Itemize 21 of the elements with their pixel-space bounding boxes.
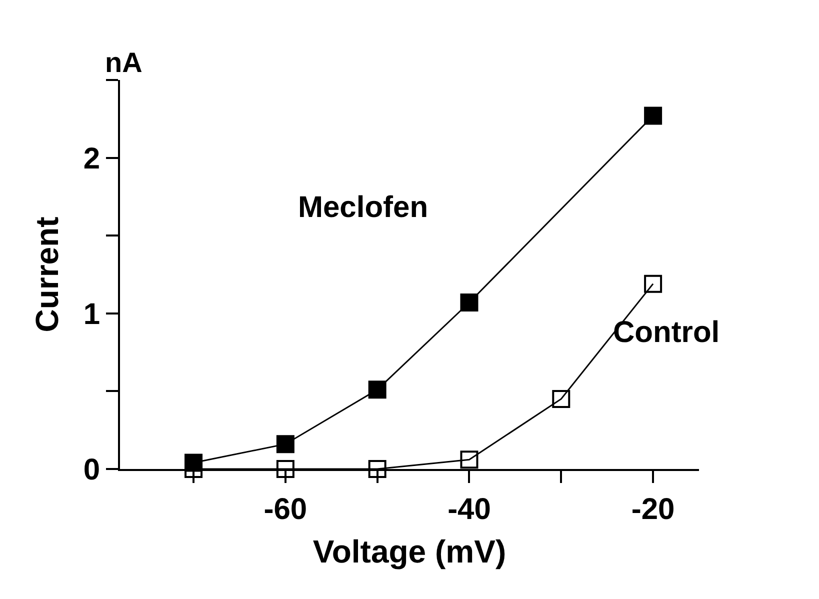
x-tick-label: -40 — [448, 493, 491, 526]
text: Meclofen — [298, 191, 428, 224]
text: nA — [105, 47, 142, 78]
point — [460, 294, 478, 312]
series-label: Control — [613, 316, 720, 349]
y-tick-label: 1 — [83, 298, 100, 331]
point — [276, 460, 294, 478]
x-tick-label: -20 — [631, 493, 675, 526]
x-axis-title: Voltage (mV) — [312, 533, 506, 570]
y-tick-label: 2 — [83, 142, 100, 176]
point — [184, 460, 203, 478]
point — [276, 435, 294, 454]
point — [368, 460, 386, 478]
point — [644, 274, 662, 293]
point — [644, 106, 662, 125]
y-axis-title: Current — [29, 216, 66, 332]
point — [552, 390, 570, 408]
x-tick-label: -60 — [264, 493, 308, 526]
point — [460, 450, 478, 469]
point — [368, 380, 386, 399]
y-tick-label: 0 — [83, 454, 100, 486]
